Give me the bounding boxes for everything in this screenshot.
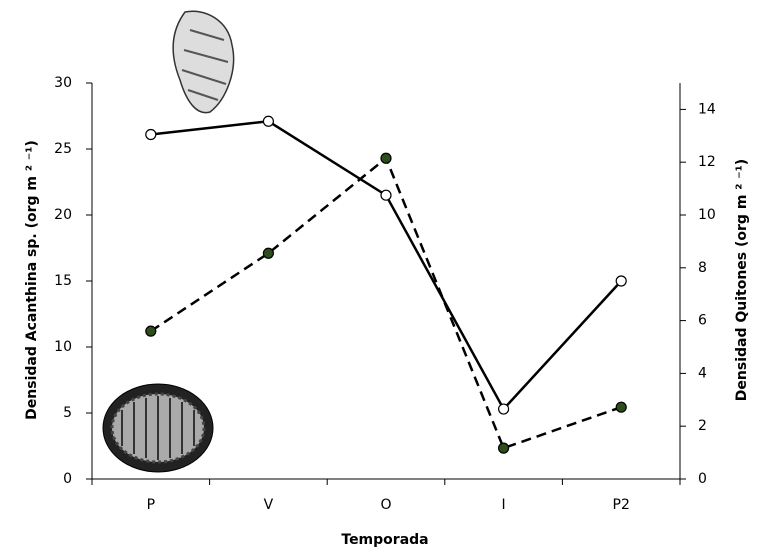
series-line	[150, 119, 623, 412]
y-tick-label: 5	[63, 405, 72, 421]
data-point	[145, 325, 157, 337]
chiton-illustration	[102, 383, 214, 473]
data-point	[380, 152, 392, 164]
data-point	[145, 128, 157, 141]
data-point	[380, 189, 392, 201]
y-tick-label: 0	[63, 471, 72, 487]
y2-tick-label: 12	[698, 154, 716, 170]
y2-axis-label: Densidad Quitones (org m ² ⁻¹)	[734, 159, 750, 401]
y2-tick-label: 4	[698, 365, 707, 381]
y-tick-label: 10	[54, 339, 72, 355]
y-tick-label: 30	[54, 75, 72, 91]
x-axis-label: Temporada	[341, 532, 428, 548]
data-point	[615, 401, 627, 413]
snail-illustration	[172, 10, 235, 114]
series-line	[150, 156, 622, 450]
y2-tick-label: 8	[698, 260, 707, 276]
y-tick-label: 20	[54, 207, 72, 223]
x-tick-label: P	[147, 497, 155, 513]
data-point	[262, 247, 274, 259]
data-point	[498, 403, 510, 415]
x-tick-label: I	[502, 497, 506, 513]
x-tick-label: V	[264, 497, 274, 513]
y2-tick-label: 10	[698, 207, 716, 223]
x-tick-label: O	[380, 497, 391, 513]
y-tick-label: 25	[54, 141, 72, 157]
y2-tick-label: 14	[698, 101, 716, 117]
y-axis-label: Densidad Acanthina sp. (org m ² ⁻¹)	[24, 140, 40, 420]
data-point	[262, 115, 274, 127]
y-tick-label: 15	[54, 273, 72, 289]
y2-tick-label: 6	[698, 313, 707, 329]
y2-tick-label: 0	[698, 471, 707, 487]
x-tick-label: P2	[613, 497, 630, 513]
y2-tick-label: 2	[698, 418, 707, 434]
data-point	[498, 442, 510, 454]
data-point	[615, 275, 627, 287]
